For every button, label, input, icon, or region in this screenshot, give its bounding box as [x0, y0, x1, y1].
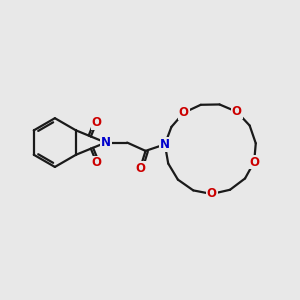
Text: O: O [232, 105, 242, 118]
Text: O: O [92, 116, 102, 129]
Text: O: O [92, 157, 102, 169]
Text: O: O [249, 155, 259, 169]
Text: N: N [160, 138, 170, 151]
Text: O: O [207, 188, 217, 200]
Text: O: O [135, 162, 145, 175]
Text: O: O [179, 106, 189, 119]
Text: N: N [101, 136, 111, 149]
